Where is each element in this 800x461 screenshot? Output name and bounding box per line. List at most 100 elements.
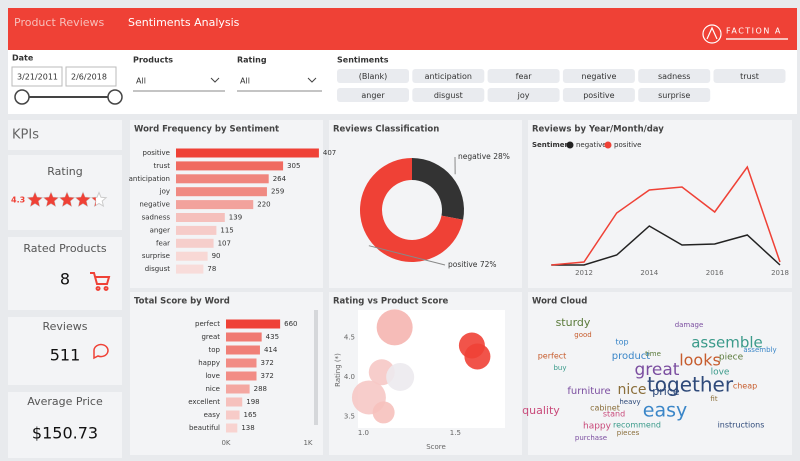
bar [226, 358, 257, 368]
dropdown-value[interactable]: All [136, 77, 146, 86]
bar [176, 213, 225, 222]
kpi-title: KPIs [12, 128, 39, 143]
cloud-word: nice [617, 382, 646, 398]
slice-category: negative [458, 152, 491, 161]
cloud-word: furniture [567, 386, 610, 397]
panel [528, 120, 792, 288]
dropdown-value[interactable]: All [240, 77, 250, 86]
category-label: beautiful [189, 424, 220, 432]
date-end[interactable]: 2/6/2018 [71, 73, 107, 82]
tab[interactable]: Sentiments Analysis [128, 16, 240, 29]
slider-handle[interactable] [107, 89, 123, 105]
chat-icon [93, 343, 109, 360]
filter-label: Sentiments [337, 56, 389, 65]
category-label: happy [198, 359, 220, 367]
value-label: 372 [261, 359, 274, 367]
chip-label[interactable]: fear [516, 72, 533, 81]
cloud-word: recommend [613, 421, 661, 430]
slice-label: negative 28% [458, 152, 510, 161]
chip[interactable] [562, 69, 635, 83]
chip-label[interactable]: anger [361, 91, 385, 100]
value-label: 435 [266, 333, 279, 341]
date-box[interactable] [11, 66, 63, 87]
category-label: trust [154, 162, 171, 170]
value-label: 115 [220, 226, 233, 234]
cloud-word: together [647, 373, 734, 397]
kpi-label: Rating [47, 165, 82, 178]
cloud-word: cabinet [590, 404, 620, 413]
panel [528, 292, 792, 455]
category-label: top [209, 346, 221, 354]
bar [226, 423, 238, 433]
chip[interactable] [638, 69, 711, 83]
bar [226, 410, 240, 420]
cloud-word: cheap [733, 382, 757, 391]
chip-label[interactable]: disgust [434, 91, 463, 100]
chip-label[interactable]: surprise [658, 91, 690, 100]
chip[interactable] [487, 88, 560, 102]
y-tick-label: 3.5 [344, 412, 355, 420]
date-box[interactable] [65, 66, 117, 87]
tab[interactable]: Product Reviews [14, 16, 105, 29]
chip-label[interactable]: trust [740, 72, 759, 81]
chip-label[interactable]: sadness [658, 72, 690, 81]
cloud-word: product [612, 351, 651, 362]
chip[interactable] [487, 69, 560, 83]
panel-title: Reviews Classification [333, 125, 439, 135]
kpi-label: Average Price [27, 395, 103, 408]
header-bar [8, 8, 797, 50]
chip-label[interactable]: joy [517, 91, 530, 100]
slice-category: positive [448, 260, 478, 269]
chip[interactable] [412, 69, 485, 83]
bar [176, 148, 319, 158]
category-label: negative [139, 201, 170, 209]
kpi-value: 511 [50, 346, 81, 365]
donut-slice [360, 158, 464, 262]
chip[interactable] [713, 69, 786, 83]
date-start[interactable]: 3/21/2011 [17, 73, 58, 82]
chip[interactable] [337, 69, 409, 83]
x-tick-label: 2012 [575, 269, 593, 277]
logo-icon [706, 26, 718, 40]
chevron[interactable] [210, 77, 220, 83]
value-label: 139 [229, 214, 242, 222]
value-label: 198 [246, 398, 259, 406]
bar [176, 225, 217, 235]
category-label: excellent [188, 398, 220, 406]
scrollbar[interactable] [314, 310, 318, 425]
cloud-word: assembly [743, 346, 776, 354]
value-label: 305 [287, 162, 300, 170]
category-label: anger [150, 226, 170, 234]
cloud-word: price [652, 385, 680, 398]
category-label: easy [204, 411, 220, 419]
x-tick-label: 2018 [771, 269, 789, 277]
category-label: positive [143, 149, 170, 157]
slider-handle[interactable] [14, 89, 30, 105]
chip[interactable] [638, 88, 711, 102]
category-label: disgust [145, 265, 171, 273]
kpi-column: KPIs Rating 4.3 Rated Products 8 Reviews… [8, 120, 122, 458]
value-label: 414 [264, 346, 278, 354]
x-tick-label: 2014 [640, 269, 658, 277]
star [43, 192, 59, 207]
chip[interactable] [562, 88, 635, 102]
chip-label[interactable]: positive [583, 91, 614, 100]
value-label: 138 [241, 424, 254, 432]
chip-label[interactable]: negative [581, 72, 616, 81]
logo: FACTION A [726, 27, 782, 36]
value-label: 259 [271, 188, 284, 196]
bar [226, 371, 257, 381]
chevron[interactable] [307, 77, 317, 83]
star [27, 192, 43, 207]
chip[interactable] [337, 88, 409, 102]
chip-label[interactable]: anticipation [425, 72, 472, 81]
value-label: 90 [212, 252, 221, 260]
panel-title: Reviews by Year/Month/day [532, 125, 664, 135]
chip-label[interactable]: (Blank) [359, 72, 388, 81]
panel-title: Total Score by Word [134, 297, 230, 307]
category-label: anticipation [129, 175, 170, 183]
category-label: great [201, 333, 220, 341]
chip[interactable] [412, 88, 485, 102]
value-label: 165 [244, 411, 257, 419]
